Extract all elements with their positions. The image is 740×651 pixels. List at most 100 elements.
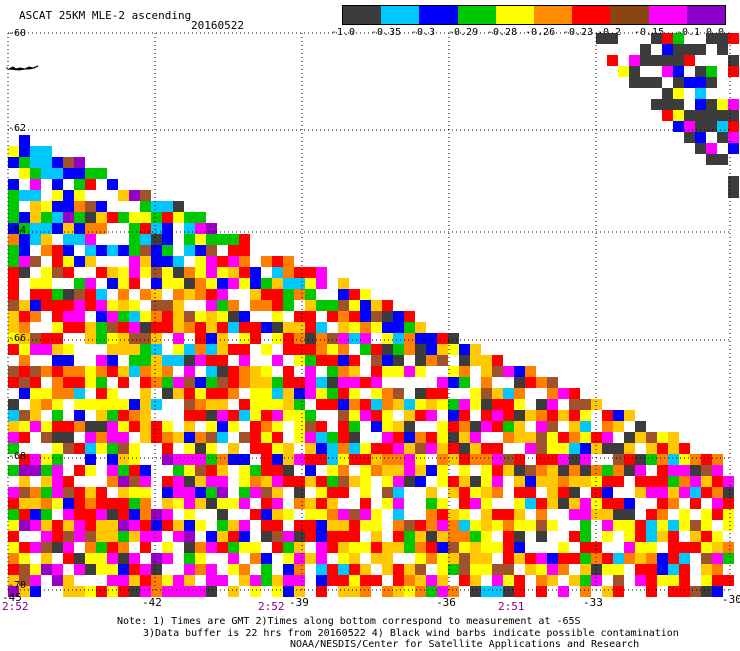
wind-cell bbox=[173, 300, 184, 311]
wind-cell bbox=[8, 179, 19, 190]
wind-cell bbox=[250, 575, 261, 586]
wind-cell bbox=[272, 520, 283, 531]
wind-cell bbox=[239, 311, 250, 322]
wind-cell bbox=[173, 498, 184, 509]
wind-cell bbox=[503, 586, 514, 597]
wind-cell bbox=[393, 586, 404, 597]
wind-cell bbox=[712, 454, 723, 465]
wind-cell bbox=[349, 575, 360, 586]
wind-cell bbox=[74, 234, 85, 245]
wind-cell bbox=[316, 487, 327, 498]
wind-cell bbox=[107, 564, 118, 575]
wind-cell bbox=[470, 388, 481, 399]
wind-cell bbox=[717, 99, 728, 110]
wind-cell bbox=[19, 344, 30, 355]
wind-cell bbox=[19, 564, 30, 575]
wind-cell bbox=[338, 300, 349, 311]
wind-cell bbox=[63, 168, 74, 179]
wind-cell bbox=[547, 487, 558, 498]
wind-cell bbox=[118, 564, 129, 575]
wind-cell bbox=[52, 223, 63, 234]
wind-cell bbox=[96, 487, 107, 498]
wind-cell bbox=[360, 454, 371, 465]
wind-cell bbox=[52, 366, 63, 377]
wind-cell bbox=[404, 476, 415, 487]
wind-cell bbox=[294, 355, 305, 366]
wind-cell bbox=[349, 564, 360, 575]
wind-cell bbox=[514, 487, 525, 498]
wind-cell bbox=[470, 421, 481, 432]
wind-cell bbox=[404, 399, 415, 410]
wind-cell bbox=[30, 586, 41, 597]
wind-cell bbox=[712, 564, 723, 575]
wind-cell bbox=[250, 487, 261, 498]
wind-cell bbox=[294, 311, 305, 322]
wind-cell bbox=[415, 432, 426, 443]
wind-cell bbox=[52, 201, 63, 212]
wind-cell bbox=[371, 454, 382, 465]
wind-cell bbox=[19, 168, 30, 179]
wind-cell bbox=[459, 465, 470, 476]
wind-cell bbox=[459, 344, 470, 355]
wind-cell bbox=[107, 311, 118, 322]
wind-cell bbox=[85, 223, 96, 234]
wind-cell bbox=[294, 267, 305, 278]
wind-cell bbox=[217, 267, 228, 278]
wind-cell bbox=[184, 410, 195, 421]
wind-cell bbox=[162, 421, 173, 432]
wind-cell bbox=[173, 267, 184, 278]
wind-cell bbox=[728, 132, 739, 143]
wind-cell bbox=[140, 267, 151, 278]
wind-cell bbox=[96, 542, 107, 553]
wind-cell bbox=[173, 520, 184, 531]
wind-cell bbox=[184, 443, 195, 454]
wind-cell bbox=[85, 520, 96, 531]
wind-cell bbox=[63, 575, 74, 586]
wind-cell bbox=[8, 377, 19, 388]
wind-cell bbox=[85, 322, 96, 333]
wind-cell bbox=[349, 520, 360, 531]
wind-cell bbox=[41, 333, 52, 344]
wind-cell bbox=[250, 443, 261, 454]
wind-cell bbox=[613, 564, 624, 575]
wind-cell bbox=[415, 399, 426, 410]
wind-cell bbox=[305, 531, 316, 542]
wind-cell bbox=[195, 498, 206, 509]
wind-cell bbox=[712, 586, 723, 597]
wind-cell bbox=[129, 245, 140, 256]
wind-cell bbox=[19, 190, 30, 201]
wind-cell bbox=[640, 77, 651, 88]
wind-cell bbox=[426, 520, 437, 531]
wind-cell bbox=[8, 157, 19, 168]
wind-cell bbox=[602, 531, 613, 542]
wind-cell bbox=[662, 33, 673, 44]
wind-cell bbox=[547, 520, 558, 531]
wind-cell bbox=[250, 289, 261, 300]
wind-cell bbox=[96, 520, 107, 531]
wind-cell bbox=[657, 520, 668, 531]
wind-cell bbox=[459, 399, 470, 410]
wind-cell bbox=[228, 443, 239, 454]
wind-cell bbox=[437, 421, 448, 432]
wind-cell bbox=[162, 212, 173, 223]
wind-cell bbox=[184, 498, 195, 509]
wind-cell bbox=[107, 344, 118, 355]
wind-cell bbox=[118, 432, 129, 443]
wind-cell bbox=[481, 454, 492, 465]
wind-cell bbox=[85, 553, 96, 564]
wind-cell bbox=[63, 487, 74, 498]
wind-cell bbox=[349, 377, 360, 388]
wind-cell bbox=[635, 553, 646, 564]
wind-cell bbox=[607, 33, 618, 44]
wind-cell bbox=[525, 487, 536, 498]
wind-cell bbox=[492, 421, 503, 432]
wind-cell bbox=[63, 157, 74, 168]
wind-cell bbox=[459, 421, 470, 432]
wind-cell bbox=[261, 366, 272, 377]
wind-cell bbox=[206, 366, 217, 377]
wind-cell bbox=[184, 487, 195, 498]
wind-cell bbox=[459, 355, 470, 366]
colorbar-swatch bbox=[610, 6, 649, 24]
wind-cell bbox=[173, 311, 184, 322]
wind-cell bbox=[96, 212, 107, 223]
